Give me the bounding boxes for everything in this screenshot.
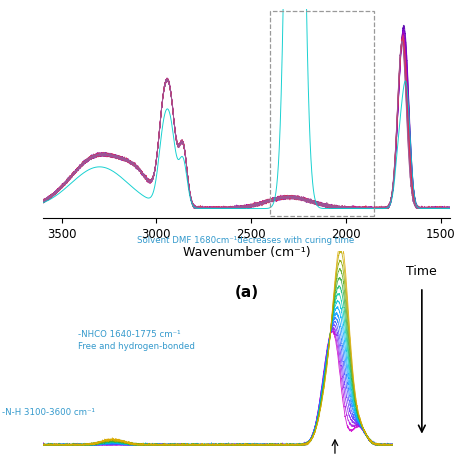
Text: Solvent DMF 1680cm⁻¹decreases with curing time: Solvent DMF 1680cm⁻¹decreases with curin… — [137, 236, 355, 245]
Text: (a): (a) — [235, 285, 258, 300]
Text: Time: Time — [407, 265, 437, 278]
Text: -N-H 3100-3600 cm⁻¹: -N-H 3100-3600 cm⁻¹ — [2, 408, 95, 417]
Bar — [270, 11, 374, 216]
X-axis label: Wavenumber (cm⁻¹): Wavenumber (cm⁻¹) — [182, 246, 310, 259]
Text: -NHCO 1640-1775 cm⁻¹
Free and hydrogen-bonded: -NHCO 1640-1775 cm⁻¹ Free and hydrogen-b… — [78, 330, 195, 351]
